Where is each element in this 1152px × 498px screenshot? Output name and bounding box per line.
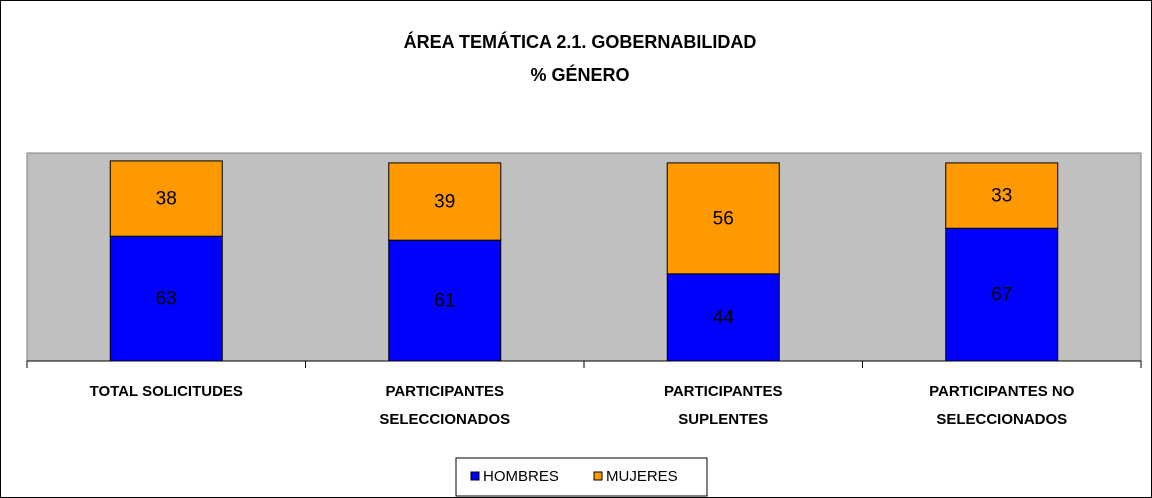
chart-title: ÁREA TEMÁTICA 2.1. GOBERNABILIDAD bbox=[404, 31, 757, 52]
bar-segment bbox=[109, 160, 223, 237]
legend-label: MUJERES bbox=[606, 468, 678, 485]
value-label: 38 bbox=[156, 189, 177, 210]
bar-segment bbox=[945, 227, 1059, 362]
legend-label: HOMBRES bbox=[483, 468, 559, 485]
value-label: 44 bbox=[713, 307, 735, 328]
legend bbox=[455, 457, 708, 497]
value-label: 33 bbox=[991, 186, 1012, 207]
bar-segment bbox=[666, 273, 780, 362]
bar-segment bbox=[388, 162, 502, 241]
x-tick-label: PARTICIPANTES NO SELECCIONADOS bbox=[929, 383, 1075, 428]
legend-swatch bbox=[470, 471, 480, 481]
x-tick-label: TOTAL SOLICITUDES bbox=[89, 383, 243, 400]
value-label: 63 bbox=[156, 289, 177, 310]
bar-segment bbox=[945, 162, 1059, 229]
value-label: 56 bbox=[713, 208, 734, 229]
bar-segment bbox=[388, 239, 502, 362]
x-tick-label: PARTICIPANTES SELECCIONADOS bbox=[379, 383, 511, 428]
x-tick-label: PARTICIPANTES SUPLENTES bbox=[663, 383, 783, 428]
value-label: 39 bbox=[434, 192, 455, 213]
value-label: 61 bbox=[434, 291, 455, 312]
chart-subtitle: % GÉNERO bbox=[530, 64, 629, 85]
bar-segment bbox=[666, 162, 780, 275]
value-label: 67 bbox=[991, 285, 1012, 306]
legend-swatch bbox=[593, 471, 603, 481]
